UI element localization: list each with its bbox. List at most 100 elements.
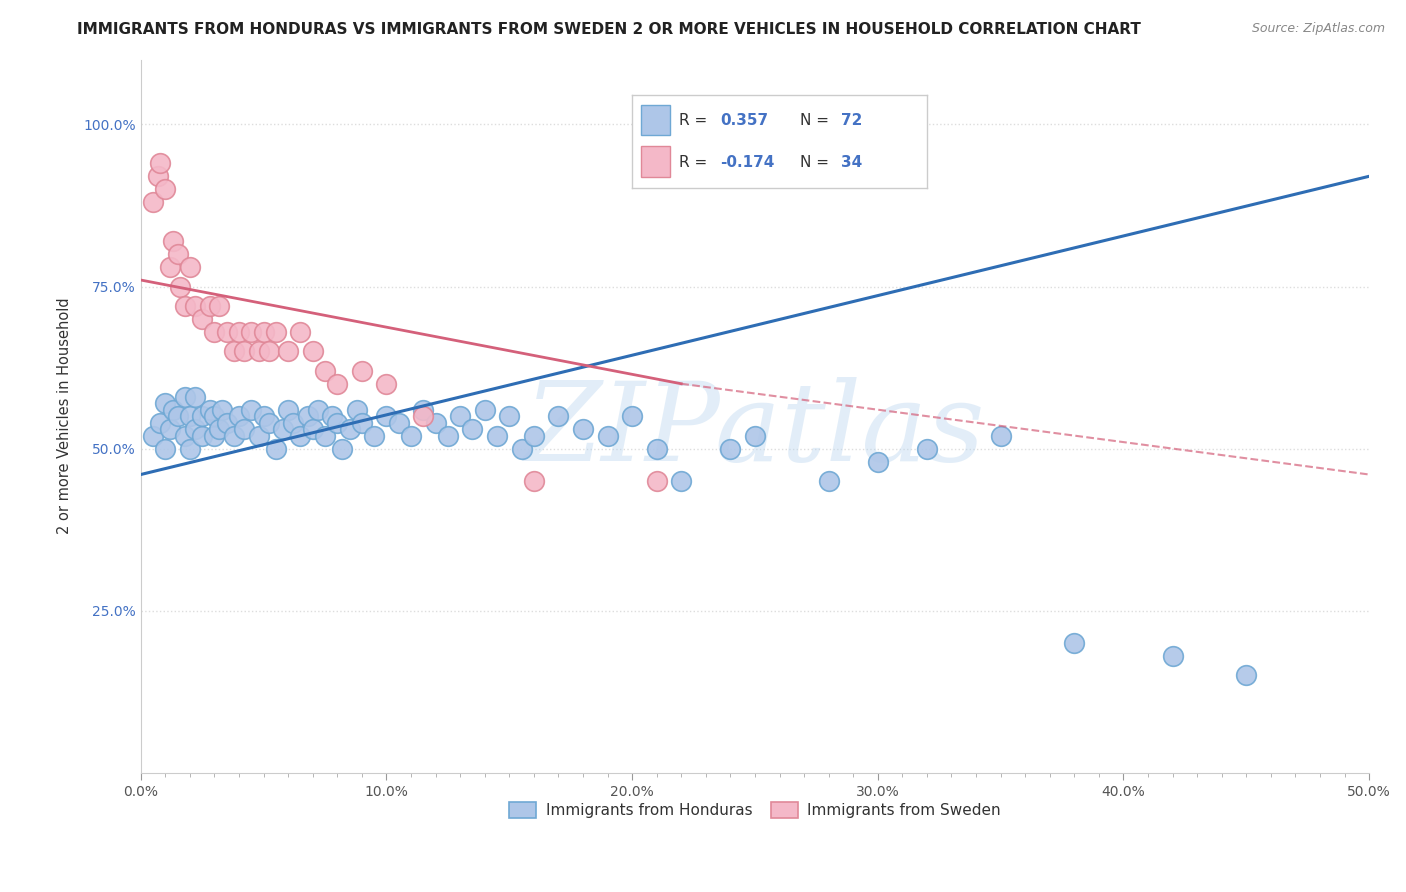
Point	[208, 299, 231, 313]
Point	[174, 428, 197, 442]
Point	[179, 409, 201, 424]
Point	[399, 428, 422, 442]
Point	[215, 416, 238, 430]
Point	[718, 442, 741, 456]
Point	[191, 312, 214, 326]
Point	[198, 299, 221, 313]
Point	[257, 344, 280, 359]
Point	[228, 325, 250, 339]
Point	[159, 260, 181, 274]
Point	[1234, 668, 1257, 682]
Point	[166, 247, 188, 261]
Point	[437, 428, 460, 442]
Point	[363, 428, 385, 442]
Point	[257, 416, 280, 430]
Point	[388, 416, 411, 430]
Point	[375, 376, 398, 391]
Point	[461, 422, 484, 436]
Text: ZIPatlas: ZIPatlas	[524, 376, 986, 484]
Point	[645, 442, 668, 456]
Point	[155, 442, 177, 456]
Point	[191, 428, 214, 442]
Point	[174, 390, 197, 404]
Point	[915, 442, 938, 456]
Point	[671, 474, 693, 488]
Point	[224, 344, 246, 359]
Point	[155, 182, 177, 196]
Point	[281, 416, 304, 430]
Point	[321, 409, 343, 424]
Point	[208, 422, 231, 436]
Point	[174, 299, 197, 313]
Point	[146, 169, 169, 184]
Point	[264, 442, 287, 456]
Point	[990, 428, 1012, 442]
Point	[204, 325, 226, 339]
Point	[204, 428, 226, 442]
Point	[240, 402, 263, 417]
Point	[162, 402, 184, 417]
Point	[184, 422, 207, 436]
Point	[277, 402, 299, 417]
Point	[169, 279, 191, 293]
Point	[523, 474, 546, 488]
Point	[412, 402, 434, 417]
Point	[346, 402, 368, 417]
Point	[485, 428, 508, 442]
Point	[247, 344, 270, 359]
Point	[326, 416, 349, 430]
Point	[211, 402, 233, 417]
Point	[179, 260, 201, 274]
Point	[572, 422, 595, 436]
Point	[240, 325, 263, 339]
Point	[301, 344, 323, 359]
Point	[252, 325, 274, 339]
Point	[155, 396, 177, 410]
Point	[1161, 648, 1184, 663]
Point	[1063, 636, 1085, 650]
Point	[149, 416, 172, 430]
Y-axis label: 2 or more Vehicles in Household: 2 or more Vehicles in Household	[58, 298, 72, 534]
Point	[290, 325, 312, 339]
Point	[184, 390, 207, 404]
Point	[166, 409, 188, 424]
Point	[142, 195, 165, 210]
Point	[191, 409, 214, 424]
Point	[866, 454, 889, 468]
Point	[179, 442, 201, 456]
Point	[744, 428, 766, 442]
Point	[159, 422, 181, 436]
Point	[314, 364, 336, 378]
Point	[449, 409, 471, 424]
Point	[297, 409, 319, 424]
Point	[215, 325, 238, 339]
Point	[326, 376, 349, 391]
Point	[339, 422, 361, 436]
Point	[350, 416, 373, 430]
Point	[149, 156, 172, 170]
Point	[204, 409, 226, 424]
Point	[162, 234, 184, 248]
Point	[621, 409, 644, 424]
Text: Source: ZipAtlas.com: Source: ZipAtlas.com	[1251, 22, 1385, 36]
Point	[247, 428, 270, 442]
Point	[523, 428, 546, 442]
Point	[425, 416, 447, 430]
Point	[184, 299, 207, 313]
Point	[142, 428, 165, 442]
Point	[264, 325, 287, 339]
Point	[277, 344, 299, 359]
Legend: Immigrants from Honduras, Immigrants from Sweden: Immigrants from Honduras, Immigrants fro…	[502, 795, 1008, 826]
Point	[817, 474, 839, 488]
Point	[412, 409, 434, 424]
Point	[375, 409, 398, 424]
Point	[198, 402, 221, 417]
Point	[547, 409, 569, 424]
Point	[301, 422, 323, 436]
Point	[271, 422, 294, 436]
Point	[290, 428, 312, 442]
Point	[224, 428, 246, 442]
Point	[474, 402, 496, 417]
Point	[645, 474, 668, 488]
Point	[314, 428, 336, 442]
